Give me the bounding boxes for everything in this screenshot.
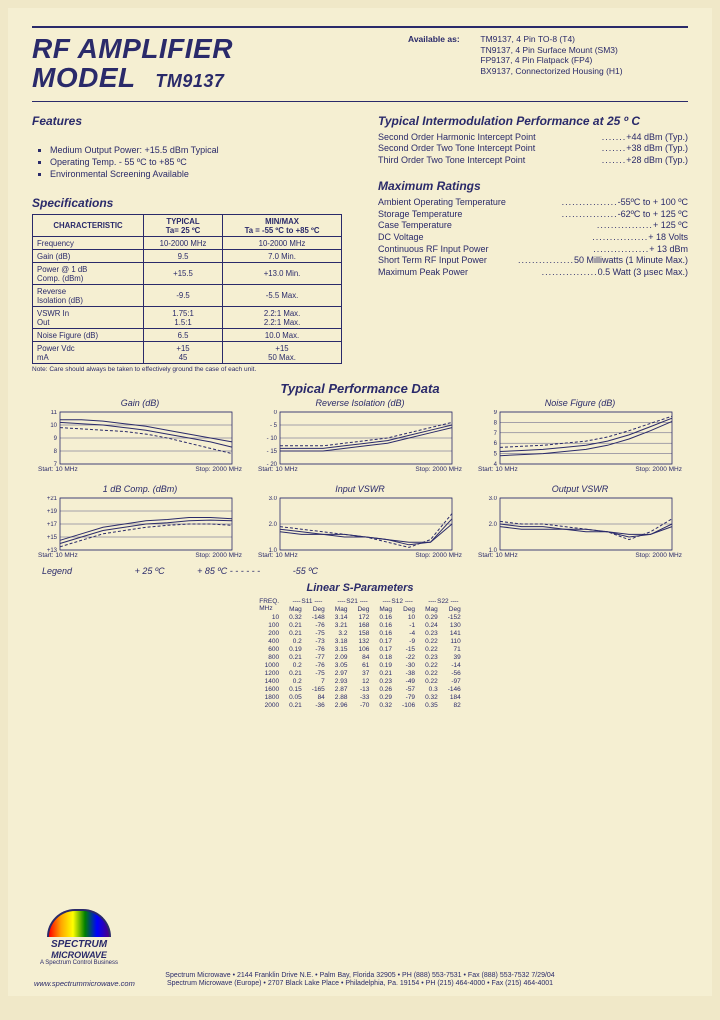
svg-text:- 15: - 15 bbox=[267, 449, 278, 455]
title-line2: MODEL bbox=[32, 62, 135, 93]
avail-0: TM9137, 4 Pin TO-8 (T4) bbox=[480, 34, 575, 44]
legend-85: + 85 ºC - - - - - - bbox=[197, 566, 260, 576]
logo-line2: MICROWAVE bbox=[34, 950, 124, 960]
svg-text:9: 9 bbox=[494, 410, 498, 416]
avail-2: FP9137, 4 Pin Flatpack (FP4) bbox=[480, 55, 592, 65]
specs-title: Specifications bbox=[32, 196, 352, 210]
svg-text:3.0: 3.0 bbox=[489, 496, 498, 502]
chart: 1 dB Comp. (dBm)+21+19+17+15+13Start: 10… bbox=[36, 484, 244, 562]
footer-line1: Spectrum Microwave • 2144 Franklin Drive… bbox=[32, 972, 688, 979]
logo-tag: A Spectrum Control Business bbox=[34, 960, 124, 966]
svg-text:8: 8 bbox=[494, 421, 498, 427]
svg-text:+17: +17 bbox=[47, 522, 58, 528]
charts-grid: Gain (dB)1110987Start: 10 MHzStop: 2000 … bbox=[32, 398, 688, 562]
available-list: TM9137, 4 Pin TO-8 (T4) TN9137, 4 Pin Su… bbox=[480, 34, 622, 77]
svg-text:8: 8 bbox=[54, 449, 58, 455]
model-number: TM9137 bbox=[155, 71, 224, 91]
feature-0: Medium Output Power: +15.5 dBm Typical bbox=[50, 144, 352, 156]
features-list: Medium Output Power: +15.5 dBm Typical O… bbox=[32, 144, 352, 180]
svg-text:2.0: 2.0 bbox=[489, 522, 498, 528]
legend-label: Legend bbox=[42, 566, 72, 576]
maxratings-title: Maximum Ratings bbox=[378, 179, 688, 193]
svg-text:11: 11 bbox=[51, 410, 58, 416]
available-label: Available as: bbox=[408, 34, 478, 45]
sparams-title: Linear S-Parameters bbox=[32, 582, 688, 594]
intermod-title: Typical Intermodulation Performance at 2… bbox=[378, 114, 688, 128]
specs-footnote: Note: Care should always be taken to eff… bbox=[32, 366, 352, 373]
features-title: Features bbox=[32, 114, 352, 128]
chart: Output VSWR3.02.01.0Start: 10 MHzStop: 2… bbox=[476, 484, 684, 562]
specs-table: CHARACTERISTICTYPICALTa= 25 ºCMIN/MAXTa … bbox=[32, 214, 342, 364]
footer: Spectrum Microwave • 2144 Franklin Drive… bbox=[32, 971, 688, 988]
logo-line1: SPECTRUM bbox=[34, 939, 124, 950]
svg-text:+19: +19 bbox=[47, 509, 58, 515]
chart: Gain (dB)1110987Start: 10 MHzStop: 2000 … bbox=[36, 398, 244, 476]
chart: Noise Figure (dB)987654Start: 10 MHzStop… bbox=[476, 398, 684, 476]
svg-text:7: 7 bbox=[494, 431, 498, 437]
svg-text:- 10: - 10 bbox=[267, 436, 278, 442]
legend-25: + 25 ºC bbox=[135, 566, 165, 576]
svg-text:5: 5 bbox=[494, 452, 498, 458]
maxratings-list: Ambient Operating Temperature ..........… bbox=[378, 197, 688, 279]
svg-text:+15: +15 bbox=[47, 535, 58, 541]
rainbow-icon bbox=[47, 909, 111, 937]
svg-text:9: 9 bbox=[54, 436, 58, 442]
chart: Input VSWR3.02.01.0Start: 10 MHzStop: 20… bbox=[256, 484, 464, 562]
perf-title: Typical Performance Data bbox=[32, 381, 688, 396]
intermod-list: Second Order Harmonic Intercept Point ..… bbox=[378, 132, 688, 167]
company-logo: SPECTRUM MICROWAVE A Spectrum Control Bu… bbox=[34, 909, 124, 966]
svg-text:2.0: 2.0 bbox=[269, 522, 278, 528]
feature-1: Operating Temp. - 55 ºC to +85 ºC bbox=[50, 156, 352, 168]
svg-text:0: 0 bbox=[274, 410, 278, 416]
svg-text:10: 10 bbox=[50, 423, 57, 429]
footer-line2: Spectrum Microwave (Europe) • 2707 Black… bbox=[32, 980, 688, 987]
chart: Reverse Isolation (dB)0- 5- 10- 15- 20St… bbox=[256, 398, 464, 476]
avail-1: TN9137, 4 Pin Surface Mount (SM3) bbox=[480, 45, 617, 55]
sparams-table: FREQ.MHz- - - - S11 - - - -- - - - S21 -… bbox=[254, 597, 465, 709]
title-line1: RF AMPLIFIER bbox=[32, 33, 233, 64]
svg-text:6: 6 bbox=[494, 441, 498, 447]
header: RF AMPLIFIER MODEL TM9137 Available as: … bbox=[32, 26, 688, 93]
avail-3: BX9137, Connectorized Housing (H1) bbox=[480, 66, 622, 76]
feature-2: Environmental Screening Available bbox=[50, 168, 352, 180]
doc-title: RF AMPLIFIER MODEL TM9137 bbox=[32, 34, 408, 93]
svg-text:+21: +21 bbox=[47, 496, 58, 502]
available-as: Available as: TM9137, 4 Pin TO-8 (T4) TN… bbox=[408, 34, 688, 93]
svg-text:3.0: 3.0 bbox=[269, 496, 278, 502]
legend-55: -55 ºC bbox=[293, 566, 318, 576]
svg-text:- 5: - 5 bbox=[270, 423, 278, 429]
legend: Legend + 25 ºC + 85 ºC - - - - - - -55 º… bbox=[32, 562, 688, 578]
